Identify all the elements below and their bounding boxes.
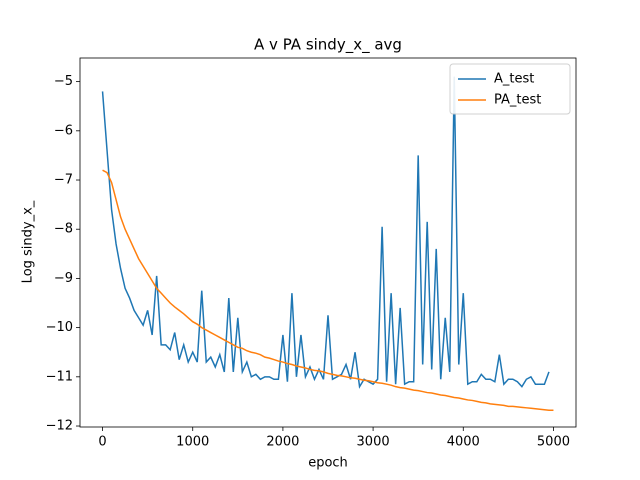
x-tick-label: 0 bbox=[98, 435, 106, 450]
x-tick-label: 2000 bbox=[266, 435, 299, 450]
y-tick-label: −5 bbox=[54, 74, 73, 89]
x-tick-label: 1000 bbox=[176, 435, 209, 450]
legend-box bbox=[449, 63, 571, 115]
series-line bbox=[101, 76, 550, 389]
plot-frame bbox=[79, 57, 577, 428]
legend-label: PA_test bbox=[494, 93, 541, 108]
x-tick-label: 3000 bbox=[357, 435, 390, 450]
x-axis-label: epoch bbox=[308, 456, 348, 471]
legend-label: A_test bbox=[494, 72, 534, 87]
y-tick-label: −8 bbox=[54, 222, 73, 237]
x-tick-label: 5000 bbox=[537, 435, 570, 450]
y-tick-label: −12 bbox=[46, 419, 73, 434]
x-tick-label: 4000 bbox=[447, 435, 480, 450]
y-axis-label: Log sindy_x_ bbox=[21, 200, 36, 283]
y-tick-label: −6 bbox=[54, 123, 73, 138]
chart-title: A v PA sindy_x_ avg bbox=[254, 36, 402, 55]
y-tick-label: −9 bbox=[54, 271, 73, 286]
y-tick-label: −10 bbox=[46, 320, 73, 335]
y-tick-label: −7 bbox=[54, 173, 73, 188]
y-tick-label: −11 bbox=[46, 369, 73, 384]
series-line bbox=[102, 169, 554, 412]
